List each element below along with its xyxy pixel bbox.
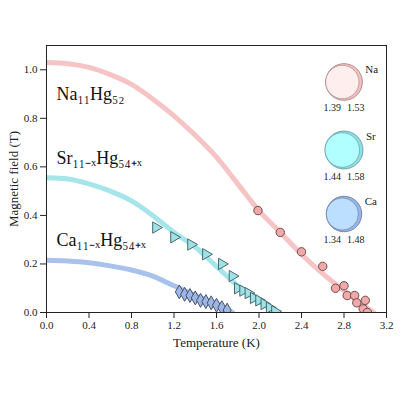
svg-text:2.8: 2.8 <box>337 319 351 331</box>
svg-text:Ca: Ca <box>365 195 377 207</box>
svg-text:1.2: 1.2 <box>167 319 181 331</box>
svg-text:3.2: 3.2 <box>380 319 394 331</box>
svg-text:Ca₁₁₋ₓHg₅₄₊ₓ: Ca₁₁₋ₓHg₅₄₊ₓ <box>57 230 147 250</box>
svg-text:2.4: 2.4 <box>295 319 309 331</box>
svg-text:1.48: 1.48 <box>347 234 365 245</box>
svg-text:Na₁₁Hg₅₂: Na₁₁Hg₅₂ <box>57 84 125 104</box>
svg-text:0.8: 0.8 <box>125 319 139 331</box>
svg-text:1.6: 1.6 <box>210 319 224 331</box>
svg-text:2.0: 2.0 <box>252 319 266 331</box>
svg-text:Magnetic field (T): Magnetic field (T) <box>6 131 21 227</box>
svg-text:1.39: 1.39 <box>324 102 342 113</box>
svg-text:0.8: 0.8 <box>24 112 38 124</box>
svg-text:Temperature (K): Temperature (K) <box>173 335 260 350</box>
svg-text:0.4: 0.4 <box>24 209 38 221</box>
svg-text:Sr: Sr <box>366 130 376 142</box>
svg-text:0.0: 0.0 <box>24 306 38 318</box>
svg-text:0.6: 0.6 <box>24 160 38 172</box>
svg-text:1.0: 1.0 <box>24 63 38 75</box>
svg-text:1.53: 1.53 <box>347 102 365 113</box>
svg-text:0.2: 0.2 <box>24 257 38 269</box>
svg-text:1.58: 1.58 <box>347 171 365 182</box>
svg-text:1.44: 1.44 <box>324 171 342 182</box>
svg-text:0.0: 0.0 <box>40 319 54 331</box>
svg-text:Sr₁₁₋ₓHg₅₄₊ₓ: Sr₁₁₋ₓHg₅₄₊ₓ <box>57 148 143 168</box>
svg-text:Na: Na <box>365 63 378 75</box>
svg-text:1.34: 1.34 <box>324 234 342 245</box>
svg-text:0.4: 0.4 <box>82 319 96 331</box>
